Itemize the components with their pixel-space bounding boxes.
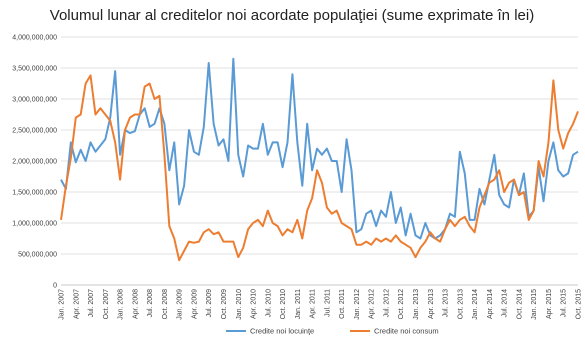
chart-title: Volumul lunar al creditelor noi acordate…	[50, 7, 534, 24]
x-tick-label: Apr. 2007	[73, 289, 80, 319]
x-tick-label: Jan. 2012	[354, 289, 361, 320]
x-tick-label: Jul. 2007	[88, 289, 95, 318]
x-tick-label: Apr. 2010	[251, 289, 258, 319]
x-tick-label: Oct. 2014	[516, 289, 523, 319]
x-tick-label: Jan. 2009	[177, 289, 184, 320]
y-tick-label: 3,500,000,000	[12, 66, 57, 73]
series-line	[60, 57, 579, 240]
y-tick-label: 500,000,000	[18, 252, 57, 259]
x-tick-label: Jul. 2014	[502, 289, 509, 318]
x-tick-label: Jan. 2013	[413, 289, 420, 320]
x-tick-label: Jan. 2011	[295, 289, 302, 319]
x-tick-label: Jul. 2015	[561, 289, 568, 318]
x-tick-label: Jan. 2014	[472, 289, 479, 320]
x-tick-label: Oct. 2007	[103, 289, 110, 319]
x-tick-label: Oct. 2013	[457, 289, 464, 319]
y-tick-label: 2,000,000,000	[12, 159, 57, 166]
y-tick-label: 4,000,000,000	[12, 35, 57, 42]
x-tick-label: Jan. 2010	[236, 289, 243, 320]
x-tick-label: Apr. 2011	[310, 289, 317, 319]
x-tick-label: Apr. 2009	[191, 289, 198, 319]
x-tick-label: Apr. 2013	[428, 289, 435, 319]
x-tick-label: Jul. 2008	[147, 289, 154, 318]
x-tick-label: Oct. 2011	[339, 289, 346, 319]
x-tick-label: Apr. 2015	[546, 289, 553, 319]
x-tick-label: Jul. 2009	[206, 289, 213, 318]
x-tick-label: Oct. 2010	[280, 289, 287, 319]
x-tick-label: Apr. 2014	[487, 289, 494, 319]
y-tick-label: 2,500,000,000	[12, 128, 57, 135]
x-tick-label: Oct. 2008	[162, 289, 169, 319]
x-tick-label: Oct. 2012	[398, 289, 405, 319]
x-tick-label: Jul. 2012	[383, 289, 390, 318]
x-tick-label: Jul. 2011	[324, 289, 331, 317]
y-tick-label: 1,500,000,000	[12, 190, 57, 197]
x-tick-label: Oct. 2015	[576, 289, 583, 319]
x-tick-label: Oct. 2009	[221, 289, 228, 319]
series-line	[60, 74, 579, 262]
y-tick-label: 3,000,000,000	[12, 97, 57, 104]
x-tick-label: Jan. 2008	[118, 289, 125, 320]
x-tick-label: Jul. 2013	[443, 289, 450, 318]
x-tick-label: Apr. 2008	[132, 289, 139, 319]
legend-label: Credite noi consum	[374, 327, 439, 336]
y-tick-label: 1,000,000,000	[12, 221, 57, 228]
x-tick-label: Jan. 2015	[531, 289, 538, 320]
x-tick-label: Apr. 2012	[369, 289, 376, 319]
y-tick-label: 0	[53, 283, 57, 290]
legend-label: Credite noi locuinţe	[250, 327, 314, 336]
x-tick-label: Jul. 2010	[265, 289, 272, 318]
x-tick-label: Jan. 2007	[59, 289, 66, 320]
